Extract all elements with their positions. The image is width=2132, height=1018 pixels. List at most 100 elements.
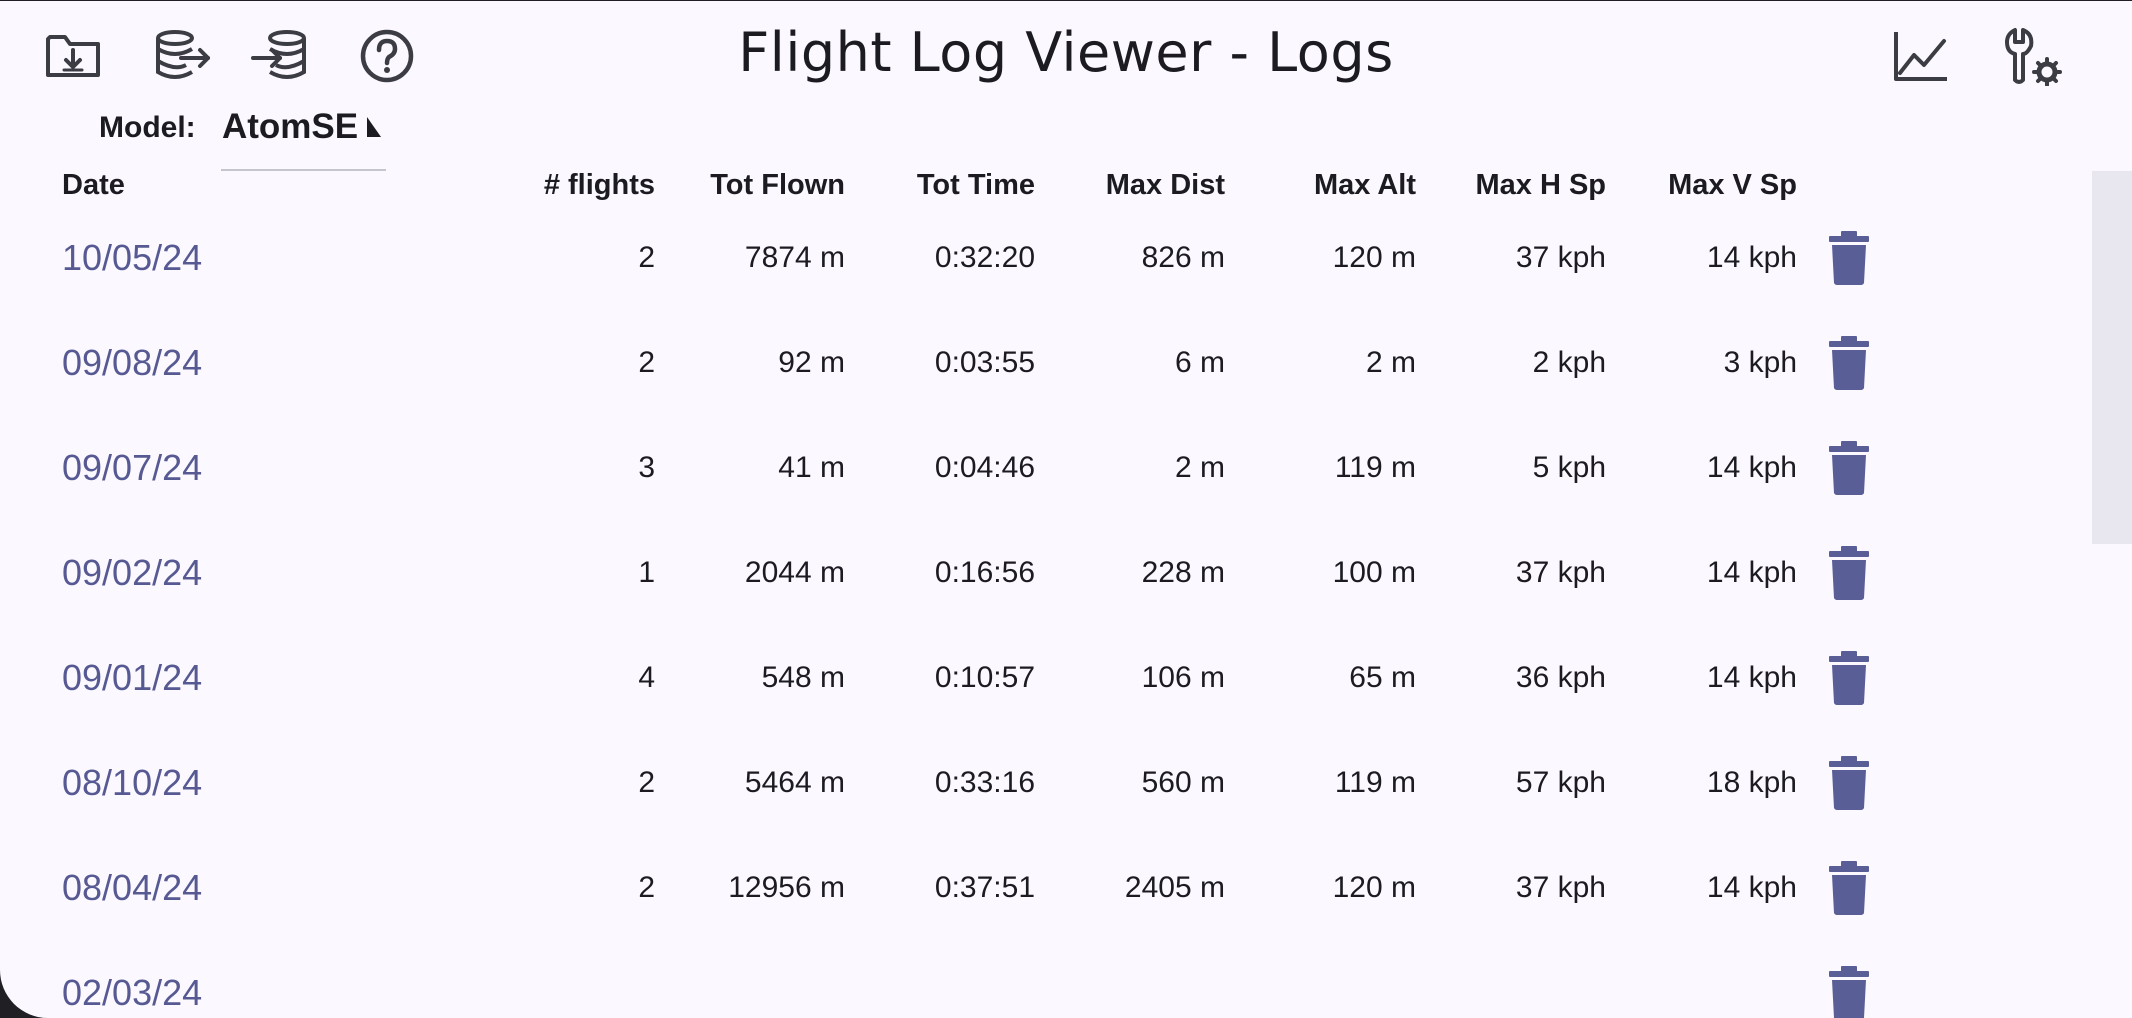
trash-icon[interactable] xyxy=(1828,756,1870,810)
column-header-max-h-sp: Max H Sp xyxy=(1475,169,1606,201)
cell-max-h-sp: 37 kph xyxy=(1515,241,1606,274)
cell-max-h-sp: 5 kph xyxy=(1532,451,1606,484)
cell-max-h-sp: 37 kph xyxy=(1515,871,1606,904)
trash-icon[interactable] xyxy=(1828,336,1870,390)
dropdown-arrow-icon xyxy=(367,117,381,137)
column-header-max-v-sp: Max V Sp xyxy=(1668,169,1797,201)
cell-max-v-sp xyxy=(1610,940,1797,1018)
cell-flights: 1 xyxy=(638,556,655,589)
column-header-flights: # flights xyxy=(543,169,655,201)
cell-max-alt: 119 m xyxy=(1334,451,1416,484)
cell-max-v-sp: 14 kph xyxy=(1706,661,1797,694)
cell-max-alt: 119 m xyxy=(1334,766,1416,799)
scrollbar[interactable] xyxy=(2092,171,2132,1018)
column-header-max-dist: Max Dist xyxy=(1105,169,1225,201)
cell-flights xyxy=(500,940,655,1018)
cell-max-dist xyxy=(1040,940,1225,1018)
trash-icon[interactable] xyxy=(1828,546,1870,600)
cell-max-dist: 2405 m xyxy=(1124,871,1225,904)
date-link[interactable]: 10/05/24 xyxy=(62,237,203,278)
cell-max-v-sp: 14 kph xyxy=(1706,871,1797,904)
trash-icon[interactable] xyxy=(1828,651,1870,705)
cell-max-alt: 65 m xyxy=(1349,661,1416,694)
cell-max-h-sp xyxy=(1420,940,1606,1018)
database-import-icon[interactable] xyxy=(246,23,312,89)
date-link[interactable]: 09/08/24 xyxy=(62,342,203,383)
cell-tot-time: 0:32:20 xyxy=(934,241,1035,274)
cell-tot-time: 0:16:56 xyxy=(934,556,1035,589)
cell-tot-flown: 5464 m xyxy=(744,766,845,799)
table-row: 10/05/24 2 7874 m 0:32:20 826 m 120 m 37 kph 14… xyxy=(0,205,2090,310)
help-circle-icon[interactable] xyxy=(354,23,420,89)
cell-flights: 2 xyxy=(638,766,655,799)
cell-max-alt: 120 m xyxy=(1332,871,1416,904)
date-link[interactable]: 09/01/24 xyxy=(62,657,203,698)
cell-max-dist: 826 m xyxy=(1141,241,1225,274)
cell-tot-flown: 41 m xyxy=(778,451,845,484)
cell-tot-flown: 7874 m xyxy=(744,241,845,274)
table-row: 09/08/24 2 92 m 0:03:55 6 m 2 m 2 kph 3 kph xyxy=(0,310,2090,415)
scrollbar-thumb[interactable] xyxy=(2092,171,2132,544)
table-row: 02/03/24 xyxy=(0,940,2090,1018)
cell-max-h-sp: 36 kph xyxy=(1515,661,1606,694)
table-row: 09/01/24 4 548 m 0:10:57 106 m 65 m 36 kph 14 k… xyxy=(0,625,2090,730)
column-header-tot-time: Tot Time xyxy=(916,169,1035,201)
wrench-settings-icon[interactable] xyxy=(2000,23,2066,89)
cell-max-alt: 100 m xyxy=(1332,556,1416,589)
date-link[interactable]: 08/04/24 xyxy=(62,867,203,908)
date-link[interactable]: 02/03/24 xyxy=(62,972,203,1013)
cell-max-dist: 228 m xyxy=(1141,556,1225,589)
cell-max-alt xyxy=(1230,940,1416,1018)
table-row: 09/02/24 1 2044 m 0:16:56 228 m 100 m 37 kph 14… xyxy=(0,520,2090,625)
cell-tot-flown: 12956 m xyxy=(728,871,845,904)
date-link[interactable]: 08/10/24 xyxy=(62,762,203,803)
table-row: 09/07/24 3 41 m 0:04:46 2 m 119 m 5 kph 14 kph xyxy=(0,415,2090,520)
cell-max-h-sp: 2 kph xyxy=(1532,346,1606,379)
cell-tot-time: 0:33:16 xyxy=(934,766,1035,799)
database-export-icon[interactable] xyxy=(150,23,216,89)
cell-max-alt: 2 m xyxy=(1365,346,1416,379)
cell-max-v-sp: 3 kph xyxy=(1723,346,1797,379)
model-dropdown[interactable]: AtomSE xyxy=(221,105,386,171)
line-chart-icon[interactable] xyxy=(1888,23,1954,89)
cell-max-dist: 106 m xyxy=(1141,661,1225,694)
cell-tot-flown: 92 m xyxy=(778,346,845,379)
table-row: 08/04/24 2 12956 m 0:37:51 2405 m 120 m 37 kph… xyxy=(0,835,2090,940)
trash-icon[interactable] xyxy=(1828,966,1870,1018)
folder-download-icon[interactable] xyxy=(40,23,106,89)
model-label: Model: xyxy=(99,111,196,144)
cell-tot-time xyxy=(850,940,1035,1018)
date-link[interactable]: 09/02/24 xyxy=(62,552,203,593)
cell-flights: 4 xyxy=(638,661,655,694)
trash-icon[interactable] xyxy=(1828,441,1870,495)
cell-tot-time: 0:37:51 xyxy=(934,871,1035,904)
cell-max-v-sp: 18 kph xyxy=(1706,766,1797,799)
column-header-tot-flown: Tot Flown xyxy=(710,169,845,201)
cell-tot-time: 0:03:55 xyxy=(934,346,1035,379)
cell-flights: 2 xyxy=(638,241,655,274)
cell-max-v-sp: 14 kph xyxy=(1706,556,1797,589)
table-row: 08/10/24 2 5464 m 0:33:16 560 m 119 m 57 kph 18… xyxy=(0,730,2090,835)
cell-tot-flown: 548 m xyxy=(761,661,845,694)
cell-max-h-sp: 57 kph xyxy=(1515,766,1606,799)
column-header-max-alt: Max Alt xyxy=(1313,169,1416,201)
cell-flights: 3 xyxy=(638,451,655,484)
cell-flights: 2 xyxy=(638,346,655,379)
cell-max-dist: 2 m xyxy=(1174,451,1225,484)
cell-flights: 2 xyxy=(638,871,655,904)
cell-max-v-sp: 14 kph xyxy=(1706,451,1797,484)
cell-tot-time: 0:10:57 xyxy=(934,661,1035,694)
date-link[interactable]: 09/07/24 xyxy=(62,447,203,488)
trash-icon[interactable] xyxy=(1828,231,1870,285)
column-header-date: Date xyxy=(62,169,125,201)
cell-tot-flown: 2044 m xyxy=(744,556,845,589)
trash-icon[interactable] xyxy=(1828,861,1870,915)
cell-max-dist: 560 m xyxy=(1141,766,1225,799)
cell-max-dist: 6 m xyxy=(1174,346,1225,379)
cell-tot-flown xyxy=(660,940,845,1018)
cell-max-v-sp: 14 kph xyxy=(1706,241,1797,274)
cell-max-h-sp: 37 kph xyxy=(1515,556,1606,589)
cell-max-alt: 120 m xyxy=(1332,241,1416,274)
page-title: Flight Log Viewer - Logs xyxy=(738,21,1394,84)
